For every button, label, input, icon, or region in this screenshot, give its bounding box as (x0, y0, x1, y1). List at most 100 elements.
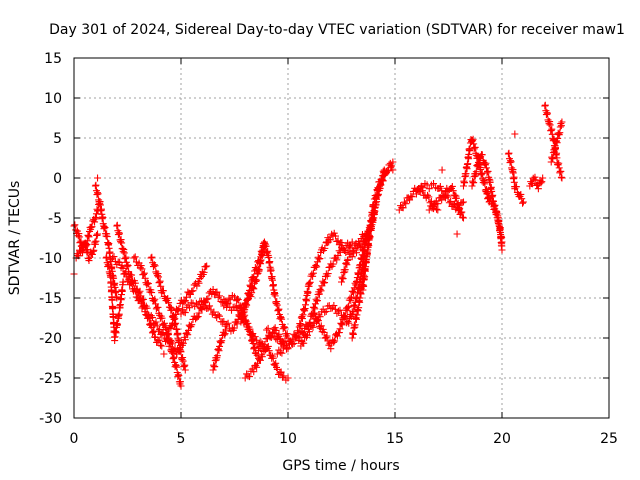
y-axis-label: SDTVAR / TECUs (7, 181, 23, 296)
data-point (389, 158, 397, 166)
data-point (338, 239, 346, 247)
data-point (273, 336, 281, 344)
data-point (71, 221, 79, 229)
data-point (425, 193, 433, 201)
data-point (312, 295, 320, 303)
data-point (156, 341, 164, 349)
data-point (160, 350, 168, 358)
data-point (252, 266, 260, 274)
data-point (330, 229, 338, 237)
y-tick-label: 0 (53, 171, 62, 187)
data-point (323, 332, 331, 340)
data-point (167, 336, 175, 344)
data-point (330, 302, 338, 310)
data-point (160, 319, 168, 327)
data-point (481, 180, 489, 188)
data-point (149, 328, 157, 336)
data-point (348, 253, 356, 261)
data-point (408, 193, 416, 201)
data-point (326, 236, 334, 244)
data-point (203, 295, 211, 303)
data-point (434, 200, 442, 208)
data-point (224, 319, 232, 327)
data-point (138, 297, 146, 305)
data-point (245, 373, 253, 381)
data-point (531, 173, 539, 181)
data-point (337, 319, 345, 327)
data-point (175, 305, 183, 313)
data-point (292, 332, 300, 340)
data-point (343, 306, 351, 314)
data-point (193, 314, 201, 322)
data-point (92, 237, 100, 245)
data-point (103, 233, 111, 241)
y-tick-label: -15 (39, 291, 62, 307)
data-point (136, 287, 144, 295)
data-point (181, 336, 189, 344)
data-point (140, 269, 148, 277)
data-point (114, 320, 122, 328)
data-point (226, 296, 234, 304)
y-tick-label: -20 (39, 331, 62, 347)
data-point (344, 256, 352, 264)
data-point (140, 270, 148, 278)
data-point (241, 306, 249, 314)
x-tick-label: 0 (70, 431, 79, 447)
data-point (198, 297, 206, 305)
data-point (202, 263, 210, 271)
y-tick-label: 5 (53, 131, 62, 147)
data-point (497, 232, 505, 240)
data-point (271, 292, 279, 300)
data-point (349, 308, 357, 316)
data-point (263, 326, 271, 334)
data-point (310, 303, 318, 311)
data-point (194, 301, 202, 309)
data-point (177, 382, 185, 390)
x-tick-label: 5 (177, 431, 186, 447)
data-point (319, 325, 327, 333)
data-point (459, 213, 467, 221)
data-point (276, 348, 284, 356)
data-point (425, 185, 433, 193)
data-point (204, 295, 212, 303)
data-point (335, 329, 343, 337)
data-point (471, 143, 479, 151)
data-point (461, 179, 469, 187)
data-point (94, 174, 102, 182)
data-point (346, 243, 354, 251)
data-point (453, 230, 461, 238)
data-point (484, 167, 492, 175)
data-point (372, 201, 380, 209)
data-point (317, 287, 325, 295)
data-point (222, 326, 230, 334)
data-point (313, 297, 321, 305)
data-point (407, 192, 415, 200)
data-point (305, 328, 313, 336)
data-point (179, 339, 187, 347)
data-point (356, 239, 364, 247)
data-point (350, 284, 358, 292)
data-point (486, 178, 494, 186)
data-point (137, 262, 145, 270)
y-axis-ticks: -30 -25 -20 -15 -10 -5 0 5 10 15 (39, 51, 609, 427)
data-point (212, 289, 220, 297)
data-point (181, 366, 189, 374)
data-point (445, 199, 453, 207)
data-point (295, 337, 303, 345)
data-point (106, 248, 114, 256)
data-point (191, 302, 199, 310)
data-point (273, 365, 281, 373)
data-point (321, 244, 329, 252)
data-point (314, 253, 322, 261)
plot-frame (73, 57, 610, 419)
data-point (277, 368, 285, 376)
x-tick-label: 20 (493, 431, 511, 447)
data-point (376, 180, 384, 188)
data-point (175, 372, 183, 380)
data-point (291, 332, 299, 340)
data-point (181, 309, 189, 317)
data-point (165, 299, 173, 307)
data-point (140, 295, 148, 303)
data-point (253, 264, 261, 272)
data-point (289, 335, 297, 343)
